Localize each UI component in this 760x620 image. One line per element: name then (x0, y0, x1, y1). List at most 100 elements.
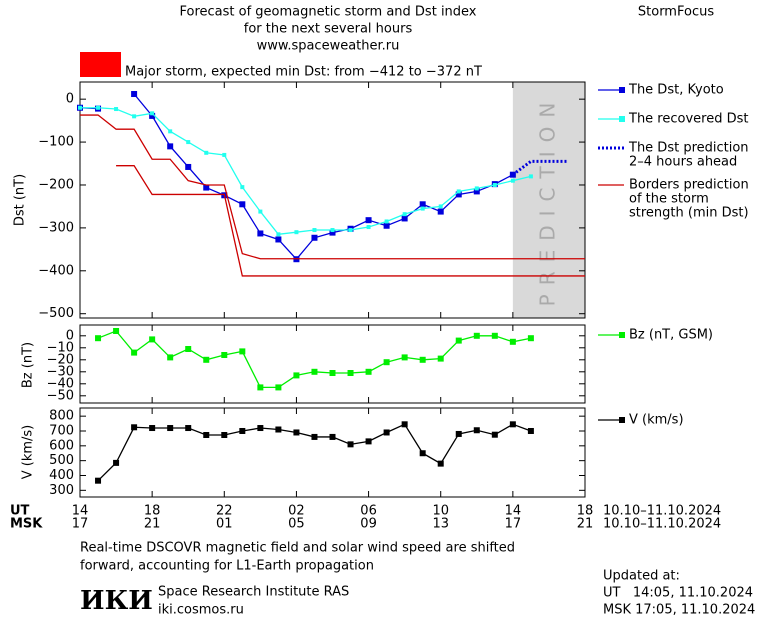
data-point (311, 368, 318, 375)
data-point (527, 427, 534, 434)
y-tick-label: −10 (47, 340, 74, 355)
legend-label: The Dst prediction (628, 141, 749, 156)
data-point (510, 178, 515, 183)
data-point (239, 348, 246, 355)
x-row-label: UT (10, 504, 30, 519)
title-line: Forecast of geomagnetic storm and Dst in… (179, 5, 476, 20)
data-point (383, 429, 390, 436)
x-tick-label-msk: 17 (505, 517, 522, 532)
data-point (401, 354, 408, 361)
data-point (401, 421, 408, 428)
x-tick-label: 14 (505, 504, 522, 519)
updated-msk: MSK 17:05, 11.10.2024 (603, 603, 755, 618)
y-tick-label: −50 (47, 388, 74, 403)
data-point (167, 354, 174, 361)
y-axis-label: V (km/s) (21, 425, 36, 480)
data-point (329, 229, 336, 236)
data-point (113, 328, 120, 334)
data-point (257, 384, 264, 391)
data-point (383, 222, 390, 229)
data-point (149, 112, 156, 119)
x-tick-label-msk: 05 (288, 517, 305, 532)
data-point (185, 425, 192, 432)
data-point (437, 355, 444, 362)
data-point (437, 208, 444, 215)
data-point (131, 91, 138, 98)
data-point (419, 201, 426, 208)
data-point (365, 438, 372, 445)
prediction-label: PREDICTION (535, 94, 559, 307)
data-point (455, 430, 462, 437)
y-axis-label: Bz (nT) (21, 342, 36, 388)
y-tick-label: 700 (49, 423, 74, 438)
data-point (275, 236, 282, 243)
data-point (203, 356, 210, 363)
plot-frame (79, 324, 586, 404)
y-tick-label: −30 (47, 364, 74, 379)
data-point (330, 228, 335, 233)
x-tick-label-msk: 09 (360, 517, 377, 532)
data-point (95, 477, 102, 484)
updated-ut: UT 14:05, 11.10.2024 (603, 586, 753, 601)
site: iki.cosmos.ru (158, 603, 244, 618)
series-line (97, 330, 532, 389)
legend-marker (619, 332, 625, 338)
y-tick-label: 0 (66, 92, 74, 107)
y-tick-label: −400 (38, 263, 74, 278)
y-tick-label: 400 (49, 468, 74, 483)
x-tick-label: 02 (288, 504, 305, 519)
data-point (311, 433, 318, 440)
x-tick-label-msk: 17 (72, 517, 89, 532)
data-point (420, 206, 425, 211)
data-point (348, 228, 353, 233)
data-point (437, 460, 444, 467)
data-point (293, 372, 300, 379)
y-tick-label: −40 (47, 376, 74, 391)
data-point (186, 140, 191, 145)
y-tick-label: −100 (38, 135, 74, 150)
data-point (455, 337, 462, 344)
data-point (203, 184, 210, 191)
data-point (365, 368, 372, 375)
data-point (329, 370, 336, 376)
legend-label: 2–4 hours ahead (629, 155, 737, 170)
data-point (113, 459, 120, 466)
data-point (239, 427, 246, 434)
data-point (509, 338, 516, 345)
x-tick-label-msk: 21 (144, 517, 161, 532)
y-tick-label: 0 (66, 328, 74, 343)
data-point (491, 431, 498, 438)
plot-frame (79, 81, 586, 319)
x-tick-label: 18 (144, 504, 161, 519)
data-point (329, 433, 336, 440)
y-tick-label: −500 (38, 306, 74, 321)
data-point (257, 230, 264, 237)
series-line (80, 114, 585, 260)
data-point (491, 332, 498, 339)
data-point (365, 217, 372, 224)
data-point (149, 336, 156, 343)
data-point (239, 201, 246, 208)
x-tick-label-msk: 21 (577, 517, 594, 532)
legend-marker (619, 116, 625, 122)
y-tick-label: 300 (49, 483, 74, 498)
data-point (366, 225, 371, 230)
data-point (419, 356, 426, 363)
data-point (204, 150, 209, 155)
data-point (384, 219, 389, 224)
series-line (80, 107, 532, 236)
legend-label: The recovered Dst (628, 112, 748, 127)
data-point (150, 111, 155, 116)
data-point (167, 425, 174, 432)
data-point (275, 384, 282, 391)
footer-note: forward, accounting for L1-Earth propaga… (80, 559, 374, 574)
data-point (221, 352, 228, 358)
data-point (455, 191, 462, 198)
x-tick-label: 18 (577, 504, 594, 519)
series-line (116, 165, 585, 277)
data-point (131, 349, 138, 356)
data-point (131, 424, 138, 431)
data-point (456, 189, 461, 194)
data-point (474, 186, 479, 191)
